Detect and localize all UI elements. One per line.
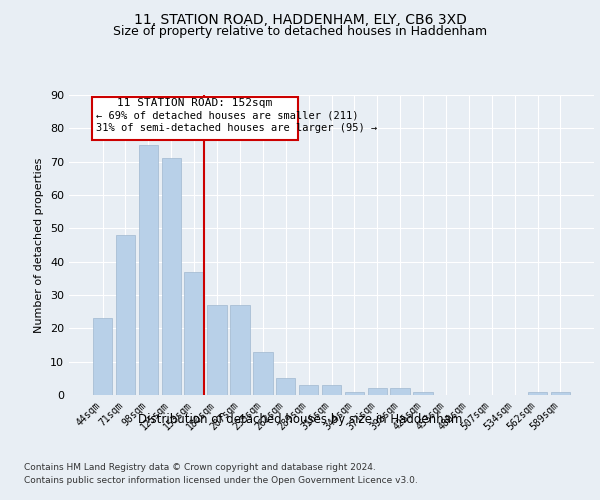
Bar: [253, 352, 272, 395]
Text: 11 STATION ROAD: 152sqm: 11 STATION ROAD: 152sqm: [117, 98, 272, 108]
Text: Contains public sector information licensed under the Open Government Licence v3: Contains public sector information licen…: [24, 476, 418, 485]
Bar: [139, 145, 158, 395]
Bar: [322, 385, 341, 395]
Bar: [368, 388, 387, 395]
Bar: [551, 392, 570, 395]
Bar: [276, 378, 295, 395]
Bar: [528, 392, 547, 395]
Text: Contains HM Land Registry data © Crown copyright and database right 2024.: Contains HM Land Registry data © Crown c…: [24, 462, 376, 471]
Bar: [93, 318, 112, 395]
Bar: [184, 272, 204, 395]
Bar: [299, 385, 319, 395]
Bar: [391, 388, 410, 395]
Bar: [161, 158, 181, 395]
Bar: [116, 235, 135, 395]
Text: Distribution of detached houses by size in Haddenham: Distribution of detached houses by size …: [138, 412, 462, 426]
Bar: [230, 305, 250, 395]
Bar: [413, 392, 433, 395]
Text: 11, STATION ROAD, HADDENHAM, ELY, CB6 3XD: 11, STATION ROAD, HADDENHAM, ELY, CB6 3X…: [134, 12, 466, 26]
Text: 31% of semi-detached houses are larger (95) →: 31% of semi-detached houses are larger (…: [96, 122, 377, 132]
Y-axis label: Number of detached properties: Number of detached properties: [34, 158, 44, 332]
Bar: [208, 305, 227, 395]
FancyBboxPatch shape: [92, 96, 298, 140]
Text: ← 69% of detached houses are smaller (211): ← 69% of detached houses are smaller (21…: [96, 110, 359, 120]
Text: Size of property relative to detached houses in Haddenham: Size of property relative to detached ho…: [113, 25, 487, 38]
Bar: [344, 392, 364, 395]
